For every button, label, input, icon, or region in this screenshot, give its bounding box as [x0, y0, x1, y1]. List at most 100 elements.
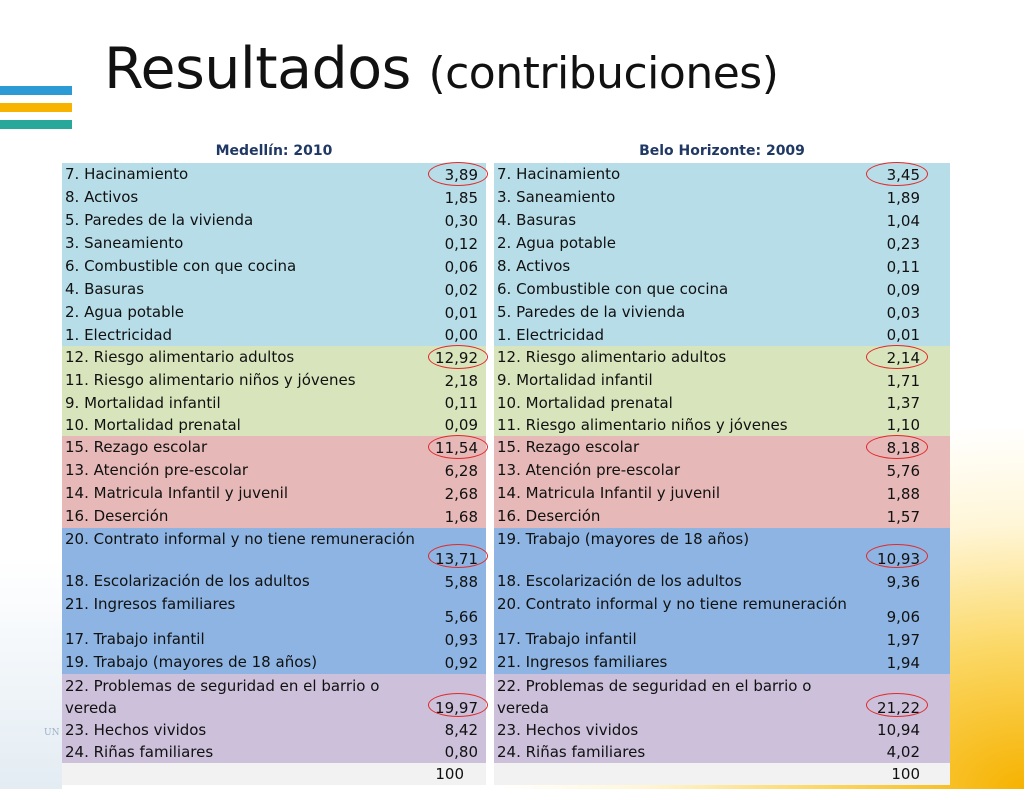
row-label: 4. Basuras — [497, 211, 577, 229]
faint-logo-text: UN DE — [44, 728, 77, 738]
row-value: 0,01 — [444, 304, 478, 322]
row-value: 0,00 — [444, 326, 478, 344]
row-value: 21,22 — [877, 699, 920, 717]
table-row: 13. Atención pre-escolar 5,76 — [494, 459, 950, 482]
row-value: 0,01 — [886, 326, 920, 344]
row-value: 5,88 — [444, 573, 478, 591]
table-row: 22. Problemas de seguridad en el barrio … — [62, 674, 488, 719]
total-row: 100 — [62, 763, 486, 785]
row-value: 100 — [891, 765, 920, 783]
row-value: 6,28 — [444, 462, 478, 480]
table-medellin: 7. Hacinamiento 3,89 8. Activos 1,85 5. Pare… — [62, 162, 488, 785]
row-label: 2. Agua potable — [65, 303, 185, 321]
row-label: 14. Matricula Infantil y juvenil — [497, 484, 721, 502]
row-value: 1,37 — [886, 394, 920, 412]
row-label: 19. Trabajo (mayores de 18 años) — [497, 530, 750, 548]
table-row: 7. Hacinamiento 3,45 — [494, 162, 950, 186]
table-row: 10. Mortalidad prenatal 0,09 — [62, 414, 486, 436]
row-value: 8,18 — [886, 439, 920, 457]
row-value: 0,09 — [444, 416, 478, 434]
table-row: 4. Basuras 0,02 — [62, 278, 486, 301]
row-value: 0,09 — [886, 281, 920, 299]
row-label: 15. Rezago escolar — [65, 438, 208, 456]
table-row: 15. Rezago escolar 8,18 — [494, 435, 950, 459]
row-label: 17. Trabajo infantil — [497, 630, 637, 648]
row-label: 12. Riesgo alimentario adultos — [65, 348, 295, 366]
title-main: Resultados — [104, 36, 411, 102]
row-label: 18. Escolarización de los adultos — [65, 572, 310, 590]
row-value: 1,04 — [886, 212, 920, 230]
row-value: 10,94 — [877, 721, 920, 739]
table-row: 1. Electricidad 0,00 — [62, 324, 486, 346]
row-value: 0,30 — [444, 212, 478, 230]
logo-bars-icon — [0, 86, 72, 137]
row-value: 0,02 — [444, 281, 478, 299]
row-label: 7. Hacinamiento — [65, 165, 189, 183]
row-value: 3,45 — [886, 166, 920, 184]
row-value: 10,93 — [877, 550, 920, 568]
row-label: 10. Mortalidad prenatal — [497, 394, 673, 412]
row-value: 5,66 — [444, 608, 478, 626]
table-row: 19. Trabajo (mayores de 18 años) 0,92 — [62, 651, 486, 674]
row-label: 20. Contrato informal y no tiene remuner… — [497, 595, 847, 613]
row-value: 2,68 — [444, 485, 478, 503]
table-row: 19. Trabajo (mayores de 18 años) 10,93 — [494, 528, 950, 570]
row-label: 13. Atención pre-escolar — [497, 461, 681, 479]
table-row: 18. Escolarización de los adultos 9,36 — [494, 570, 950, 593]
title-subtitle: (contribuciones) — [428, 48, 779, 99]
row-value: 0,12 — [444, 235, 478, 253]
row-value: 0,11 — [886, 258, 920, 276]
row-label: 1. Electricidad — [497, 326, 605, 344]
row-value: 9,36 — [886, 573, 920, 591]
table-row: 9. Mortalidad infantil 1,71 — [494, 369, 950, 392]
table-row: 11. Riesgo alimentario niños y jóvenes 2,… — [62, 369, 486, 392]
table-row: 16. Deserción 1,68 — [62, 505, 486, 528]
row-label: 20. Contrato informal y no tiene remuner… — [65, 530, 415, 548]
logo-bar-teal — [0, 120, 72, 129]
row-label: 3. Saneamiento — [65, 234, 184, 252]
table-row: 16. Deserción 1,57 — [494, 505, 950, 528]
table-row: 5. Paredes de la vivienda 0,03 — [494, 301, 950, 324]
row-value: 0,11 — [444, 394, 478, 412]
row-value: 100 — [435, 765, 464, 783]
row-value: 1,10 — [886, 416, 920, 434]
row-label: 10. Mortalidad prenatal — [65, 416, 241, 434]
row-value: 4,02 — [886, 743, 920, 761]
row-label: 5. Paredes de la vivienda — [65, 211, 254, 229]
row-value: 8,42 — [444, 721, 478, 739]
row-value: 1,71 — [886, 372, 920, 390]
table-row: 11. Riesgo alimentario niños y jóvenes 1,… — [494, 414, 950, 436]
table-row: 12. Riesgo alimentario adultos 2,14 — [494, 345, 950, 369]
row-value: 0,92 — [444, 654, 478, 672]
row-label: 12. Riesgo alimentario adultos — [497, 348, 727, 366]
table-row: 3. Saneamiento 1,89 — [494, 186, 950, 209]
row-value: 2,14 — [886, 349, 920, 367]
row-label: 21. Ingresos familiares — [497, 653, 668, 671]
row-label: 8. Activos — [497, 257, 571, 275]
table-belo-horizonte: 7. Hacinamiento 3,45 3. Saneamiento 1,89 4. … — [494, 162, 950, 785]
table-row: 15. Rezago escolar 11,54 — [62, 435, 488, 459]
row-label: 3. Saneamiento — [497, 188, 616, 206]
table-row: 23. Hechos vividos 8,42 — [62, 719, 486, 741]
row-label: 13. Atención pre-escolar — [65, 461, 249, 479]
row-value: 1,85 — [444, 189, 478, 207]
row-label: 21. Ingresos familiares — [65, 595, 236, 613]
table-row: 24. Riñas familiares 0,80 — [62, 741, 486, 763]
table-row: 23. Hechos vividos 10,94 — [494, 719, 950, 741]
table-row: 20. Contrato informal y no tiene remuner… — [494, 593, 950, 628]
row-label: 1. Electricidad — [65, 326, 173, 344]
table-row: 17. Trabajo infantil 1,97 — [494, 628, 950, 651]
table-row: 4. Basuras 1,04 — [494, 209, 950, 232]
row-label: 23. Hechos vividos — [497, 721, 639, 739]
table-row: 6. Combustible con que cocina 0,06 — [62, 255, 486, 278]
table-row: 5. Paredes de la vivienda 0,30 — [62, 209, 486, 232]
row-value: 1,94 — [886, 654, 920, 672]
row-label: 23. Hechos vividos — [65, 721, 207, 739]
row-label: 8. Activos — [65, 188, 139, 206]
table-row: 9. Mortalidad infantil 0,11 — [62, 392, 486, 414]
table-row: 14. Matricula Infantil y juvenil 1,88 — [494, 482, 950, 505]
row-value: 1,57 — [886, 508, 920, 526]
table-row: 20. Contrato informal y no tiene remuner… — [62, 528, 488, 570]
row-label: 19. Trabajo (mayores de 18 años) — [65, 653, 318, 671]
table-row: 3. Saneamiento 0,12 — [62, 232, 486, 255]
